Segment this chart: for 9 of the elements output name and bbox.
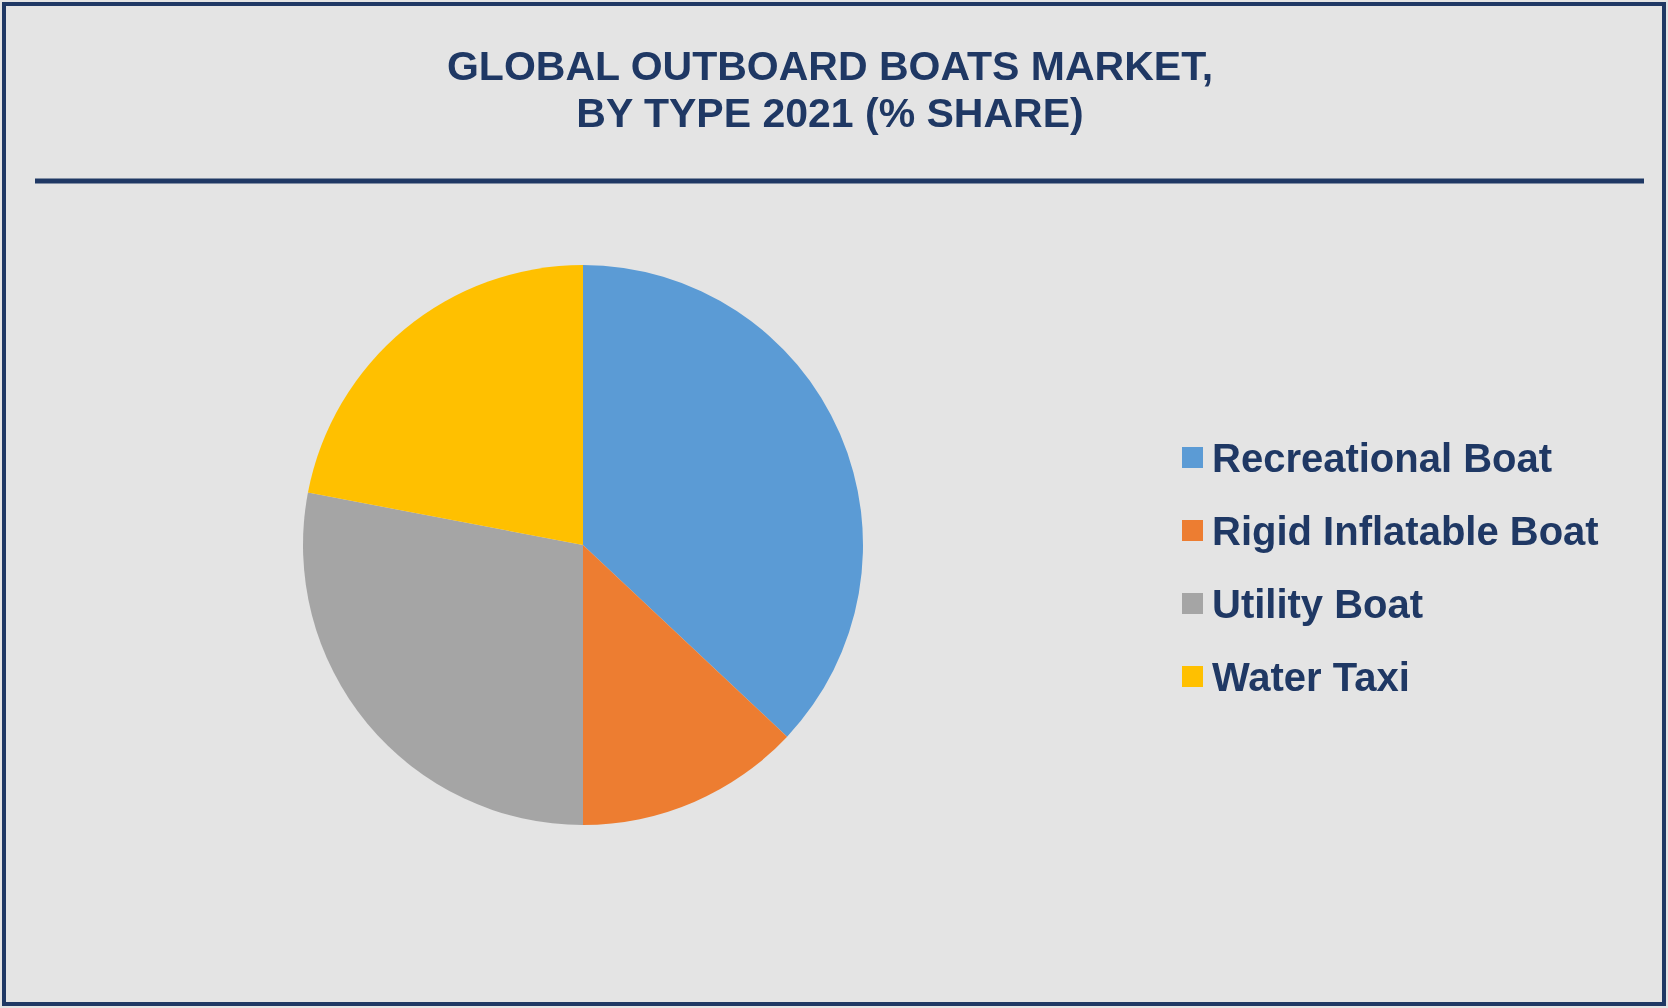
legend-label: Recreational Boat	[1212, 436, 1553, 480]
pie-slice	[583, 545, 788, 825]
legend-label: Rigid Inflatable Boat	[1212, 509, 1599, 553]
pie-slice	[583, 265, 863, 737]
legend-label: Water Taxi	[1212, 655, 1410, 699]
pie-slice	[303, 492, 583, 825]
chart-title: GLOBAL OUTBOARD BOATS MARKET, BY TYPE 2021 (% SHARE)	[446, 43, 1214, 136]
legend-label: Utility Boat	[1212, 582, 1424, 626]
pie-slice	[307, 265, 583, 545]
